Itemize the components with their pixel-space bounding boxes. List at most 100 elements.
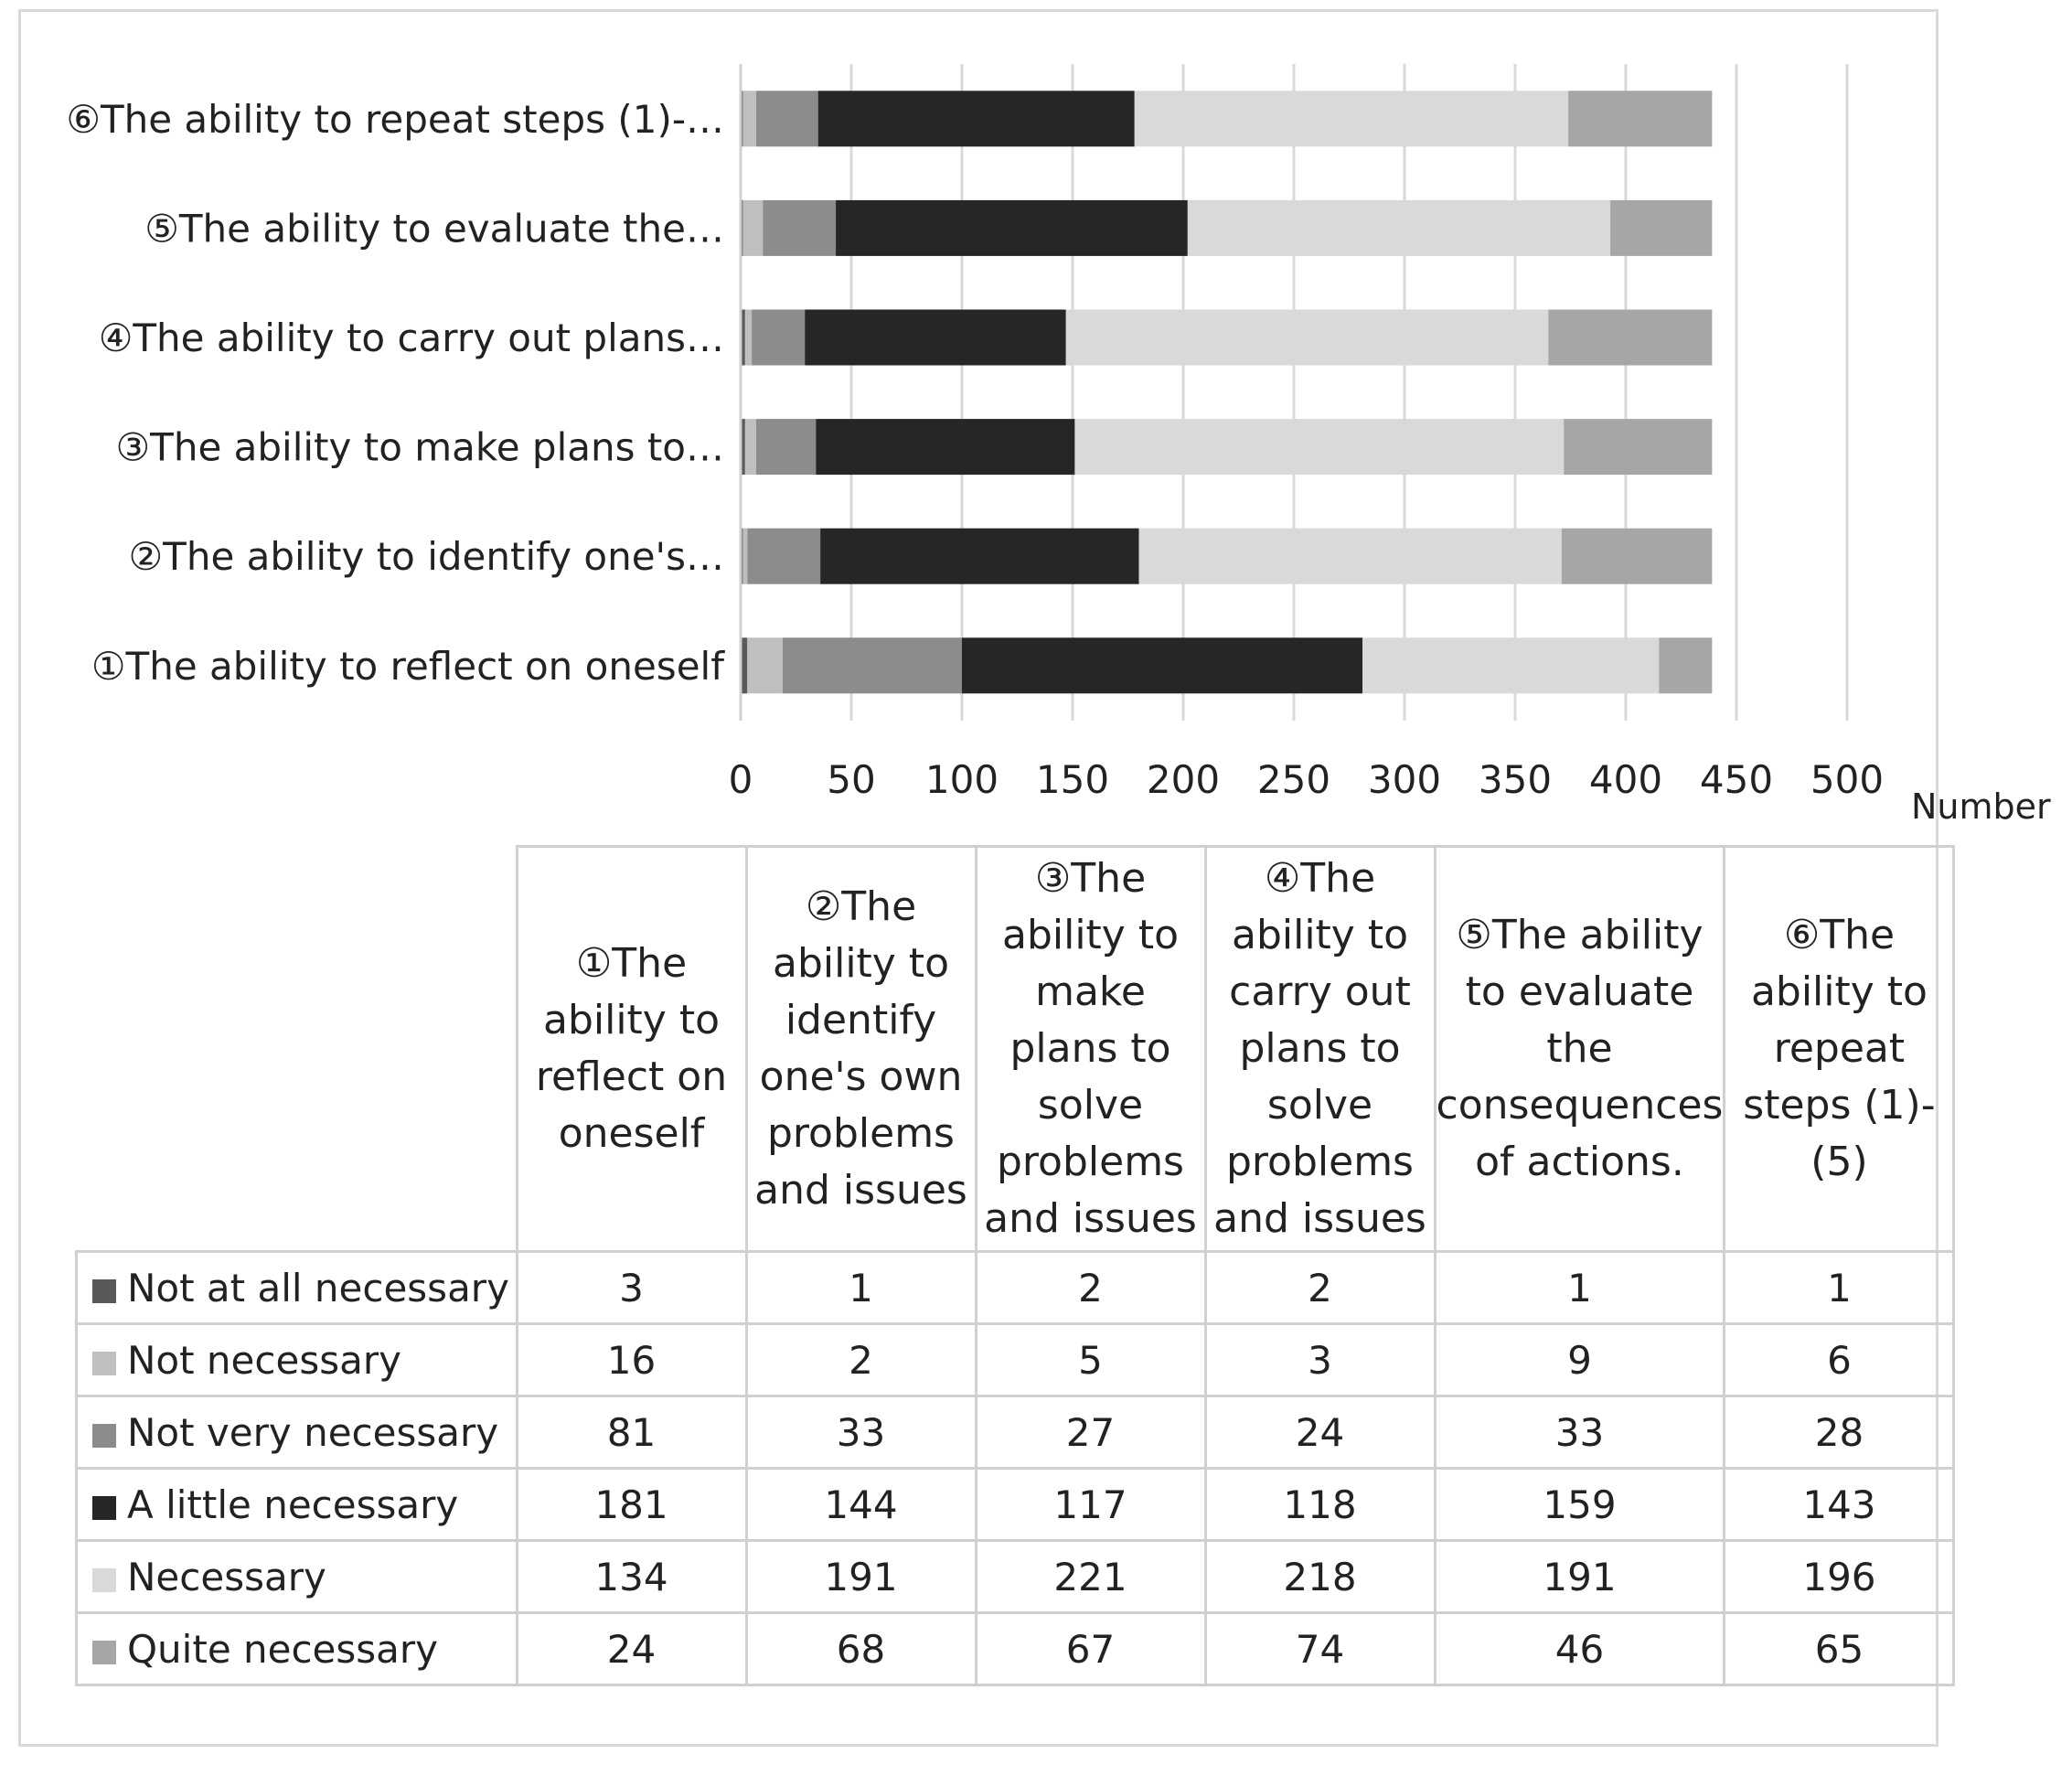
bar-segment [744, 309, 753, 366]
table-value-cell: 2 [1203, 1250, 1437, 1325]
legend-label: Necessary [127, 1554, 326, 1599]
table-row: Not at all necessary 3 1 2 2 1 1 [75, 1250, 1956, 1325]
table-value-cell: 68 [744, 1611, 977, 1686]
bar-segment [742, 528, 748, 584]
table-column-header: ③The ability to make plans to solve prob… [974, 845, 1207, 1253]
x-tick-label: 250 [1257, 757, 1330, 802]
table-row: A little necessary 181 144 117 118 159 143 [75, 1467, 1956, 1542]
table-value-cell: 2 [744, 1322, 977, 1397]
bar-segment [1138, 528, 1562, 584]
legend-entry: Not very necessary [75, 1395, 518, 1470]
bar-segment [1568, 91, 1713, 147]
y-category-label: ①The ability to reflect on oneself [91, 644, 725, 689]
table-value-cell: 9 [1433, 1322, 1726, 1397]
table-value-cell: 67 [974, 1611, 1207, 1686]
table-value-cell: 159 [1433, 1467, 1726, 1542]
table-value-cell: 16 [515, 1322, 748, 1397]
table-value-cell: 1 [1433, 1250, 1726, 1325]
table-column-header: ④The ability to carry out plans to solve… [1203, 845, 1437, 1253]
table-value-cell: 143 [1723, 1467, 1956, 1542]
y-category-label: ⑥The ability to repeat steps (1)-… [66, 97, 724, 142]
legend-swatch [92, 1567, 116, 1592]
legend-label: Quite necessary [127, 1626, 439, 1672]
table-value-cell: 191 [1433, 1539, 1726, 1614]
table-value-cell: 74 [1203, 1611, 1437, 1686]
bar-segment [1548, 309, 1713, 366]
bar-segment [1065, 309, 1549, 366]
legend-entry: A little necessary [75, 1467, 518, 1542]
table-column-header: ②The ability to identify one's own probl… [744, 845, 977, 1253]
legend-swatch [92, 1640, 116, 1664]
bar-segment [1134, 91, 1569, 147]
table-row: Not necessary 16 2 5 3 9 6 [75, 1322, 1956, 1397]
x-axis-label: Number [1911, 786, 2051, 827]
x-tick-label: 50 [827, 757, 875, 802]
bar-segment [1074, 419, 1565, 476]
table-value-cell: 28 [1723, 1395, 1956, 1470]
table-column-header: ⑥The ability to repeat steps (1)-(5) [1723, 845, 1956, 1253]
table-value-cell: 27 [974, 1395, 1207, 1470]
x-tick-label: 150 [1036, 757, 1109, 802]
bar-segment [741, 309, 745, 366]
table-value-cell: 117 [974, 1467, 1207, 1542]
bar-segment [836, 199, 1188, 256]
bar-segment [1610, 199, 1713, 256]
legend-entry: Not necessary [75, 1322, 518, 1397]
table-value-cell: 191 [744, 1539, 977, 1614]
legend-swatch [92, 1495, 116, 1520]
bar-segment [763, 199, 837, 256]
table-value-cell: 2 [974, 1250, 1207, 1325]
stacked-bar-chart: ①The ability to reflect on oneself ②The a… [66, 64, 2051, 827]
bar-segment [747, 528, 821, 584]
legend-swatch [92, 1351, 116, 1375]
x-tick-label: 350 [1479, 757, 1552, 802]
table-corner-cell [76, 846, 518, 1253]
bar-segment [1362, 637, 1660, 694]
table-value-cell: 33 [744, 1395, 977, 1470]
bar-segment [820, 528, 1139, 584]
table-value-cell: 218 [1203, 1539, 1437, 1614]
bar-segment [817, 91, 1135, 147]
bar-segment [741, 419, 745, 476]
y-category-label: ③The ability to make plans to… [116, 425, 724, 470]
bar-segment [744, 419, 756, 476]
legend-entry: Necessary [75, 1539, 518, 1614]
bar-segment [747, 637, 783, 694]
bar-segment [742, 91, 756, 147]
y-category-label: ②The ability to identify one's… [129, 534, 724, 579]
bar-segment [752, 309, 806, 366]
table-value-cell: 1 [744, 1250, 977, 1325]
bar-segment [755, 419, 817, 476]
data-table: ①The ability to reflect on oneself ②The a… [75, 845, 1956, 1686]
table-value-cell: 46 [1433, 1611, 1726, 1686]
table-row: Necessary 134 191 221 218 191 196 [75, 1539, 1956, 1614]
table-value-cell: 5 [974, 1322, 1207, 1397]
x-tick-label: 300 [1368, 757, 1441, 802]
bar-segment [1564, 419, 1713, 476]
bar-segment [782, 637, 962, 694]
bar-segment [741, 637, 748, 694]
x-tick-label: 0 [729, 757, 753, 802]
bar-segment [1659, 637, 1713, 694]
table-value-cell: 221 [974, 1539, 1207, 1614]
table-value-cell: 144 [744, 1467, 977, 1542]
x-tick-label: 100 [925, 757, 999, 802]
table-value-cell: 196 [1723, 1539, 1956, 1614]
legend-swatch [92, 1423, 116, 1448]
bar-segment [816, 419, 1075, 476]
bar-segment [962, 637, 1363, 694]
table-value-cell: 81 [515, 1395, 748, 1470]
table-column-header: ⑤The ability to evaluate the consequence… [1433, 845, 1726, 1253]
table-value-cell: 1 [1723, 1250, 1956, 1325]
bar-segment [742, 199, 764, 256]
table-header-row: ①The ability to reflect on oneself ②The a… [76, 845, 1956, 1253]
table-value-cell: 134 [515, 1539, 748, 1614]
legend-label: Not very necessary [127, 1409, 499, 1455]
table-value-cell: 181 [515, 1467, 748, 1542]
bar-segment [805, 309, 1066, 366]
table-value-cell: 65 [1723, 1611, 1956, 1686]
table-row: Quite necessary 24 68 67 74 46 65 [75, 1611, 1956, 1686]
bar-segment [1187, 199, 1611, 256]
x-tick-label: 450 [1700, 757, 1773, 802]
bar-segment [755, 91, 818, 147]
